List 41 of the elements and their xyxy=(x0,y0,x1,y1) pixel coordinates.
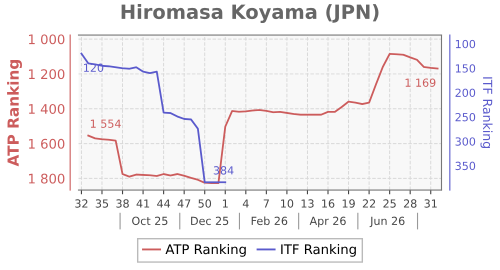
x2-tick-label: Feb 26 xyxy=(252,216,288,226)
y2-tick-label: 300 xyxy=(456,137,476,146)
x-tick-label: 31 xyxy=(424,199,437,208)
x-tick-label: 7 xyxy=(264,199,269,208)
x-tick-label: 38 xyxy=(116,199,129,208)
y-tick-label: 1 000 xyxy=(28,34,64,44)
y-axis-title: ATP Ranking xyxy=(7,60,22,166)
x-tick-label: 28 xyxy=(404,199,416,208)
x-tick-label: 16 xyxy=(322,199,334,208)
x-tick-label: 32 xyxy=(75,199,88,208)
y-tick-label: 1 800 xyxy=(28,174,64,184)
x-tick-label: 50 xyxy=(198,199,212,208)
x-tick-label: 1 xyxy=(222,199,228,208)
x-tick-label: 44 xyxy=(157,199,170,208)
legend-label: ITF Ranking xyxy=(281,244,356,257)
y-tick-label: 1 400 xyxy=(28,104,64,114)
x2-tick-label: Jun 26 xyxy=(370,216,404,228)
x-tick-label: 25 xyxy=(383,199,396,208)
x2-tick-label: Apr 26 xyxy=(310,216,346,228)
x-tick-label: 10 xyxy=(281,199,294,208)
data-label: 1 554 xyxy=(90,120,121,128)
y2-axis-title: ITF Ranking xyxy=(480,77,493,148)
x-tick-label: 35 xyxy=(96,199,108,208)
y2-tick-label: 100 xyxy=(456,40,476,48)
y2-tick-label: 350 xyxy=(456,162,476,170)
y-tick-label: 1 600 xyxy=(28,138,64,149)
x2-tick-label: Dec 25 xyxy=(191,216,228,226)
x-tick-label: 47 xyxy=(178,199,190,208)
x2-tick-label: Oct 25 xyxy=(132,216,168,226)
x-tick-label: 4 xyxy=(242,199,249,208)
legend-label: ATP Ranking xyxy=(165,244,246,257)
y2-tick-label: 150 xyxy=(456,64,476,73)
y-tick-label: 1 200 xyxy=(28,69,64,80)
y2-tick-label: 200 xyxy=(456,88,476,97)
chart-title: Hiromasa Koyama (JPN) xyxy=(122,4,378,24)
x-tick-label: 19 xyxy=(342,199,355,208)
data-label: 1 169 xyxy=(406,78,436,87)
y2-tick-label: 250 xyxy=(456,112,476,122)
x-tick-label: 41 xyxy=(136,199,150,208)
x-tick-label: 13 xyxy=(302,199,314,208)
x-tick-label: 22 xyxy=(362,199,376,208)
